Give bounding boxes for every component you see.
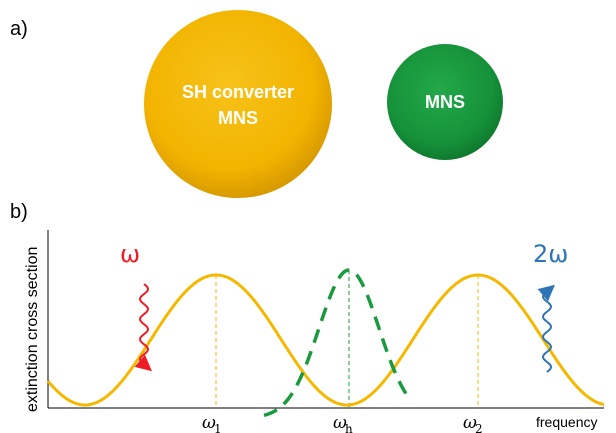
sphere-mns: MNS xyxy=(387,44,503,160)
output-photon-arrow xyxy=(537,284,555,373)
tick-w2: ω 2 xyxy=(463,413,483,433)
tick-w1-symbol: ω xyxy=(202,413,216,433)
tick-w2-subscript: 2 xyxy=(475,422,483,433)
sphere-converter-label-line2: MNS xyxy=(218,108,258,128)
sphere-mns-label: MNS xyxy=(425,92,465,112)
panel-a-label: a) xyxy=(10,18,28,40)
converter-extinction-curve xyxy=(46,273,605,407)
input-photon-arrow xyxy=(134,283,152,372)
output-frequency-label: 2ω xyxy=(533,240,568,268)
x-axis-label: frequency xyxy=(536,414,597,430)
mns-extinction-curve xyxy=(263,268,408,418)
tick-wh-subscript: h xyxy=(345,422,353,433)
y-axis-label: extinction cross section xyxy=(24,247,41,412)
sphere-converter-label-line1: SH converter xyxy=(182,82,294,102)
sphere-converter-shape xyxy=(144,10,332,198)
tick-w1-subscript: 1 xyxy=(214,422,222,433)
panel-b-label: b) xyxy=(10,201,28,223)
tick-wh: ω h xyxy=(333,413,353,433)
input-frequency-label: ω xyxy=(120,240,140,268)
tick-wh-symbol: ω xyxy=(333,413,347,433)
sphere-converter: SH converter MNS xyxy=(144,10,332,198)
tick-w2-symbol: ω xyxy=(463,413,477,433)
sphere-mns-shape xyxy=(387,44,503,160)
tick-w1: ω 1 xyxy=(202,413,222,433)
